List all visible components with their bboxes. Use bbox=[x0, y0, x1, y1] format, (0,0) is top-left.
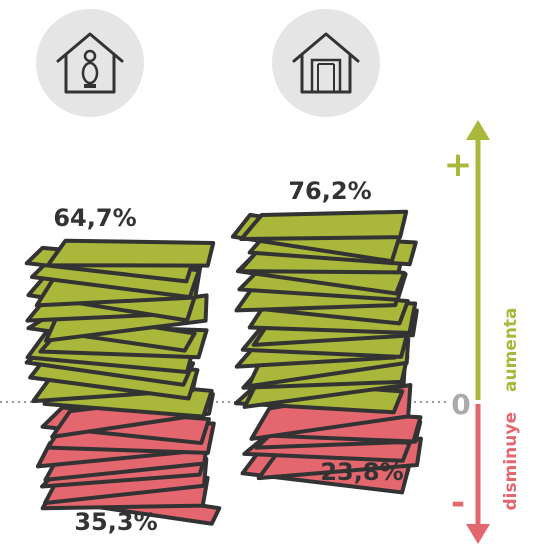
data-label-decrease-1: 23,8% bbox=[320, 458, 403, 486]
house-with-person-icon bbox=[36, 9, 144, 117]
data-label-decrease-0: 35,3% bbox=[74, 508, 157, 536]
data-label-increase-0: 64,7% bbox=[53, 204, 136, 232]
house-with-open-door-icon bbox=[272, 9, 380, 117]
axis-zero-label: 0 bbox=[451, 388, 470, 421]
bar-sheet-increase-1 bbox=[239, 209, 409, 242]
axis-plus-sign: + bbox=[444, 145, 473, 185]
bar-stack-1 bbox=[230, 209, 423, 495]
axis-down-label: disminuye bbox=[501, 412, 521, 510]
data-label-increase-1: 76,2% bbox=[288, 177, 371, 205]
bar-sheet-increase-0 bbox=[45, 238, 216, 268]
axis-up-label: aumenta bbox=[501, 307, 521, 392]
axis-minus-sign: - bbox=[451, 483, 465, 523]
direction-axis: + - 0 aumenta disminuye bbox=[444, 120, 521, 544]
bar-stack-0 bbox=[24, 238, 222, 526]
